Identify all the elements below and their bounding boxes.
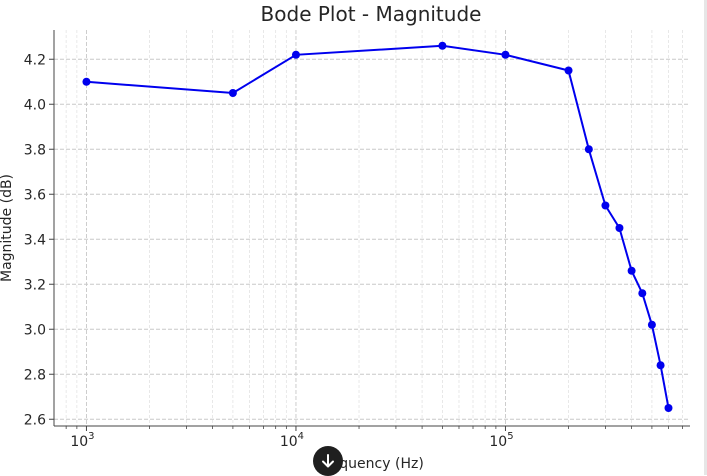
y-axis-label: Magnitude (dB) [0, 174, 15, 282]
x-tick-label: 104 [280, 431, 304, 450]
x-tick-label: 105 [489, 431, 513, 450]
y-tick-label: 4.0 [24, 97, 46, 113]
data-point [664, 404, 673, 412]
window-edge [704, 0, 707, 475]
axes: 103 104 105 2.6 2.8 3.0 3.2 3.4 3.6 3.8 4.0 4.2 [24, 30, 690, 450]
data-point [564, 66, 573, 75]
data-point [647, 320, 656, 329]
y-tick-label: 2.8 [24, 367, 46, 383]
data-point [601, 201, 610, 210]
data-point [501, 50, 510, 59]
y-tick-label: 3.0 [24, 322, 46, 338]
data-point [438, 41, 447, 50]
grid [54, 30, 690, 426]
data-point [656, 361, 665, 370]
y-tick-label: 2.6 [24, 412, 46, 428]
x-tick-label: 103 [70, 431, 94, 450]
data-point [615, 224, 624, 232]
data-point [82, 77, 91, 86]
data-series [82, 41, 673, 412]
y-tick-label: 4.2 [24, 52, 46, 68]
data-point [584, 145, 593, 154]
scroll-down-button[interactable] [313, 446, 343, 476]
y-tick-label: 3.6 [24, 187, 46, 203]
series-line [86, 44, 670, 409]
y-tick-label: 3.8 [24, 142, 46, 158]
y-tick-label: 3.4 [24, 232, 46, 248]
x-axis-label: Frequency (Hz) [318, 456, 424, 472]
data-point [291, 50, 300, 59]
chart-title: Bode Plot - Magnitude [261, 2, 482, 26]
data-point [627, 266, 636, 275]
data-point [638, 289, 647, 298]
y-tick-label: 3.2 [24, 277, 46, 293]
arrow-down-icon [320, 453, 336, 469]
data-point [228, 89, 237, 97]
